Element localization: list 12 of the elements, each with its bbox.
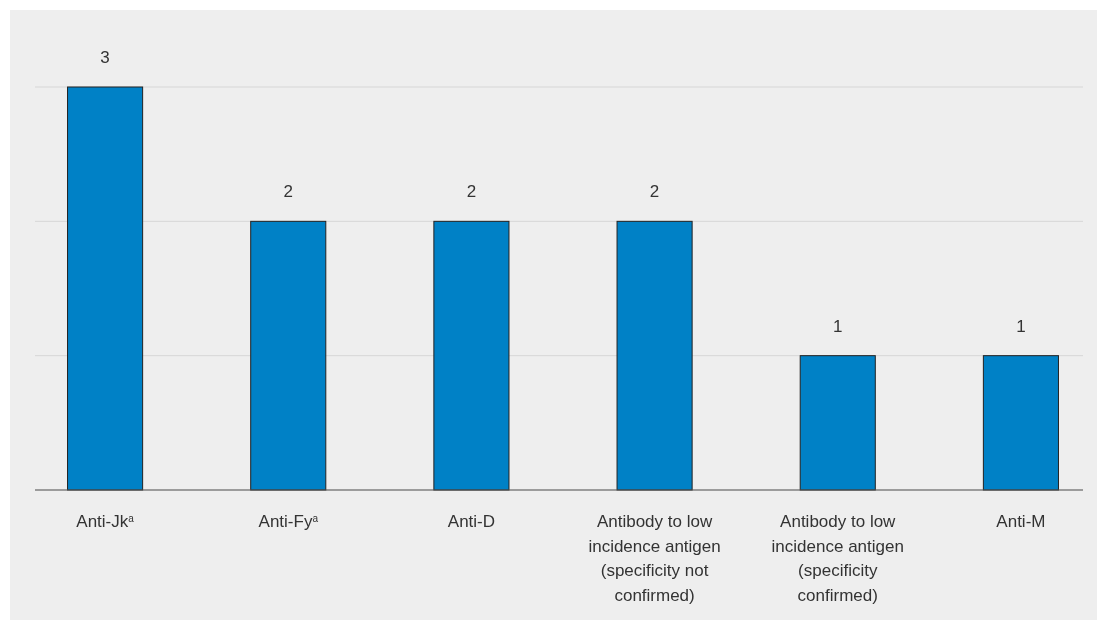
data-label: 2	[283, 182, 293, 202]
x-tick-label: Antibody to low incidence antigen (specificity not confirmed)	[588, 512, 721, 605]
data-label: 1	[833, 316, 843, 336]
data-label: 3	[100, 48, 110, 67]
data-label: 2	[466, 182, 477, 202]
x-tick-label: Anti-D	[447, 512, 496, 531]
x-tick-label: Anti-M	[996, 512, 1046, 531]
x-tick-label: Anti-Fy$^{a}$	[258, 512, 319, 531]
data-label: 1	[1016, 316, 1026, 336]
x-tick-label: Antibody to low incidence antigen (specificity confirmed)	[771, 512, 904, 605]
x-tick-label: Anti-Jk$^{a}$	[76, 512, 135, 531]
data-label: 2	[649, 182, 660, 202]
